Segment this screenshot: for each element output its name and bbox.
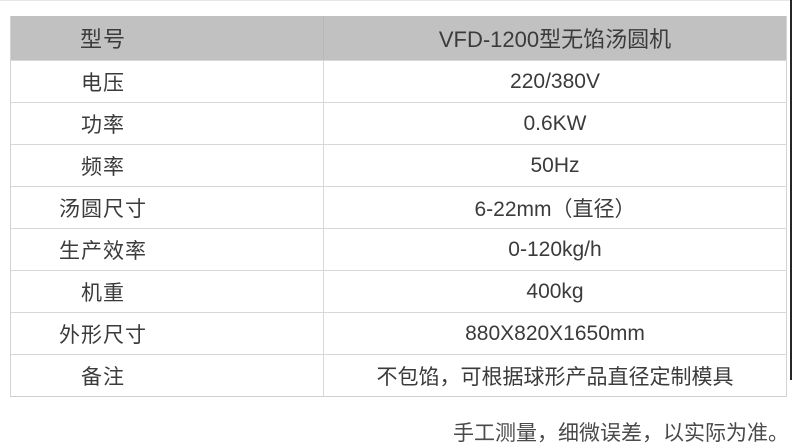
row-value-dimensions: 880X820X1650mm bbox=[465, 321, 645, 345]
table-header-row: 型号 VFD-1200型无馅汤圆机 bbox=[11, 16, 786, 60]
spec-table: 型号 VFD-1200型无馅汤圆机 电压 220/380V 功率 0.6KW 频… bbox=[10, 16, 787, 397]
row-label-voltage: 电压 bbox=[11, 61, 324, 102]
row-label-ball-size: 汤圆尺寸 bbox=[11, 187, 324, 228]
header-label-model: 型号 bbox=[11, 16, 324, 60]
row-label-weight: 机重 bbox=[11, 271, 324, 312]
top-hairline-divider bbox=[0, 0, 792, 1]
row-label-remarks: 备注 bbox=[11, 355, 324, 396]
table-row: 功率 0.6KW bbox=[11, 102, 786, 144]
row-value-weight: 400kg bbox=[526, 279, 584, 303]
row-value-ball-size: 6-22mm（直径） bbox=[474, 197, 636, 221]
row-value-voltage: 220/380V bbox=[510, 69, 600, 93]
table-row: 电压 220/380V bbox=[11, 60, 786, 102]
row-label-capacity: 生产效率 bbox=[11, 229, 324, 270]
row-label-power: 功率 bbox=[11, 103, 324, 144]
row-label-dimensions: 外形尺寸 bbox=[11, 313, 324, 354]
right-edge-bar bbox=[790, 0, 792, 380]
row-value-power: 0.6KW bbox=[523, 111, 587, 135]
table-row: 频率 50Hz bbox=[11, 144, 786, 186]
table-row: 汤圆尺寸 6-22mm（直径） bbox=[11, 186, 786, 228]
row-value-capacity: 0-120kg/h bbox=[508, 237, 602, 261]
row-value-frequency: 50Hz bbox=[530, 153, 580, 177]
header-value-model-name: VFD-1200型无馅汤圆机 bbox=[438, 27, 672, 52]
measurement-disclaimer-note: 手工测量，细微误差，以实际为准。 bbox=[453, 422, 789, 445]
table-row: 外形尺寸 880X820X1650mm bbox=[11, 312, 786, 354]
table-row: 备注 不包馅，可根据球形产品直径定制模具 bbox=[11, 354, 786, 396]
table-row: 生产效率 0-120kg/h bbox=[11, 228, 786, 270]
row-value-remarks: 不包馅，可根据球形产品直径定制模具 bbox=[376, 365, 734, 389]
row-label-frequency: 频率 bbox=[11, 145, 324, 186]
table-row: 机重 400kg bbox=[11, 270, 786, 312]
